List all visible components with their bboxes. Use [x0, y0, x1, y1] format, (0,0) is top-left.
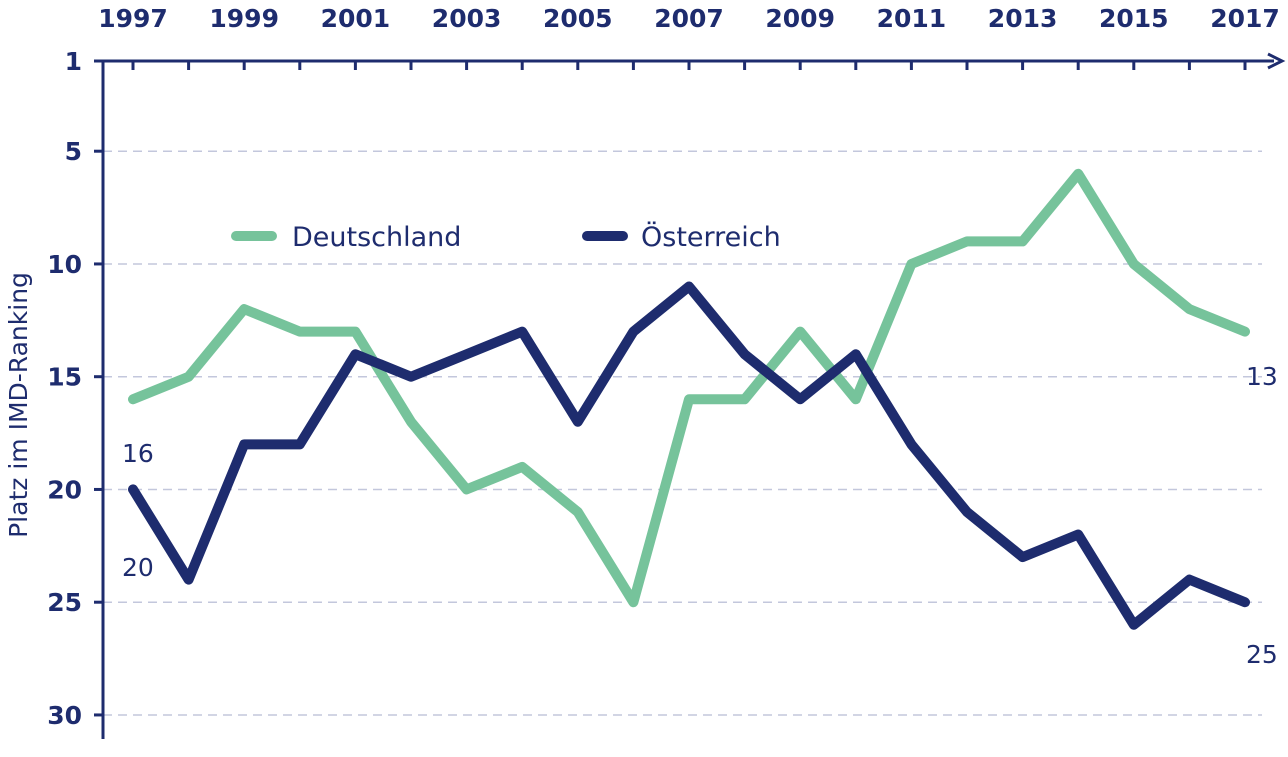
x-tick-label-2015: 2015 [1099, 4, 1169, 33]
legend: Deutschland Österreich [231, 221, 781, 253]
y-tick-label-1: 1 [65, 47, 82, 76]
x-tick-label-2007: 2007 [654, 4, 724, 33]
y-tick-label-25: 25 [47, 588, 82, 617]
series-line-deutschland [128, 168, 1250, 608]
y-tick-label-20: 20 [47, 475, 82, 504]
x-tick-label-1999: 1999 [209, 4, 279, 33]
x-tick-label-2009: 2009 [765, 4, 835, 33]
series-lines [128, 168, 1250, 630]
y-tick-label-5: 5 [65, 137, 82, 166]
deutschland-start-label: 16 [122, 439, 154, 468]
x-tick-label-2011: 2011 [877, 4, 947, 33]
x-tick-label-2005: 2005 [543, 4, 613, 33]
deutschland-end-label: 13 [1246, 362, 1278, 391]
x-tick-label-2001: 2001 [321, 4, 391, 33]
y-axis-label: Platz im IMD-Ranking [4, 272, 33, 538]
x-axis-arrow [1267, 52, 1286, 70]
axes [94, 52, 1286, 739]
legend-label-deutschland: Deutschland [292, 222, 461, 253]
series-line-oesterreich [128, 281, 1250, 630]
x-tick-label-1997: 1997 [98, 4, 168, 33]
grid-lines [103, 150, 1262, 716]
y-tick-label-30: 30 [47, 701, 82, 730]
x-tick-label-2003: 2003 [432, 4, 502, 33]
oesterreich-end-label: 25 [1246, 640, 1278, 669]
legend-label-oesterreich: Österreich [641, 221, 781, 253]
x-tick-label-2013: 2013 [988, 4, 1058, 33]
y-tick-label-15: 15 [47, 363, 82, 392]
y-tick-label-10: 10 [47, 250, 82, 279]
oesterreich-start-label: 20 [122, 553, 154, 582]
x-tick-label-2017: 2017 [1210, 4, 1280, 33]
